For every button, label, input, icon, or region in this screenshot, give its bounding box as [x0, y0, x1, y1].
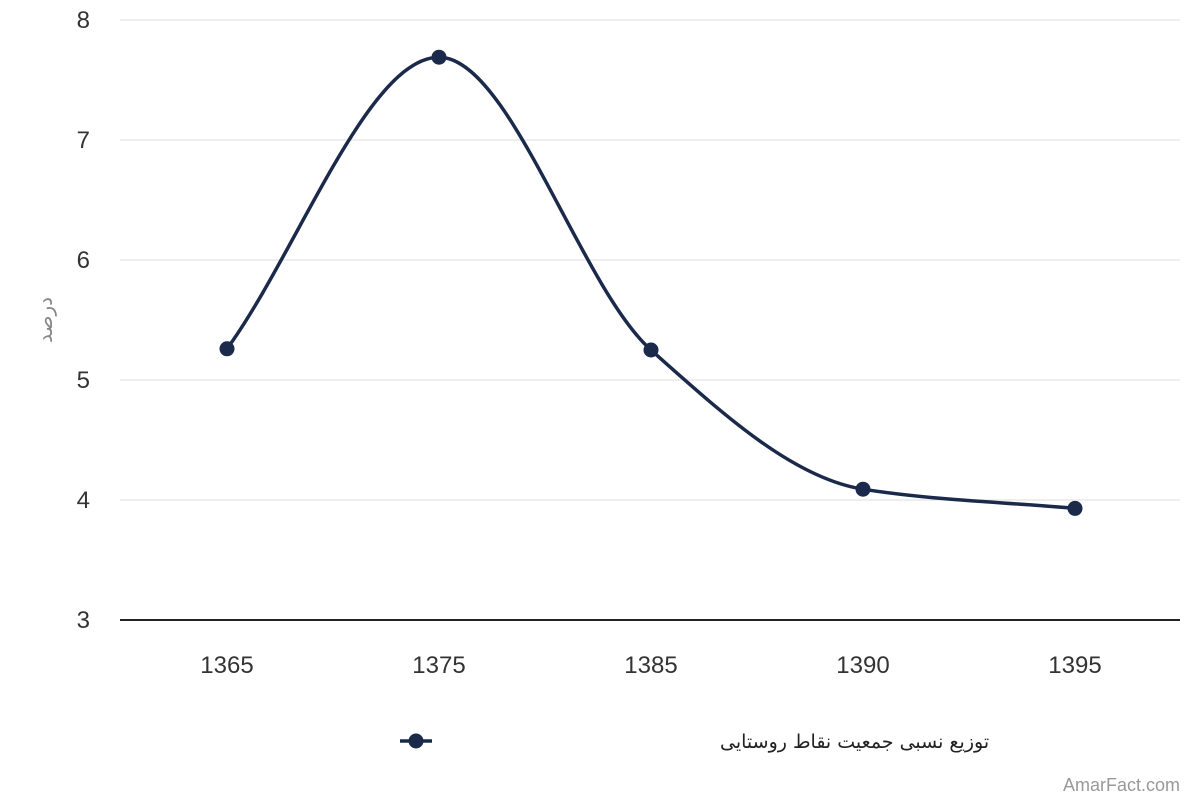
y-tick-label: 3	[77, 607, 90, 634]
grid-lines	[120, 19, 1180, 501]
data-point[interactable]	[855, 481, 871, 497]
x-tick-label: 1375	[412, 652, 465, 679]
series-points	[219, 49, 1083, 516]
y-tick-label: 4	[77, 487, 90, 514]
x-tick-label: 1365	[200, 652, 253, 679]
data-point[interactable]	[1067, 500, 1083, 516]
legend-marker-dot	[408, 733, 424, 749]
x-tick-label: 1385	[624, 652, 677, 679]
y-tick-labels: 3 4 5 6 7 8	[77, 7, 90, 634]
y-tick-label: 7	[77, 127, 90, 154]
legend[interactable]: توزیع نسبی جمعیت نقاط روستایی	[400, 731, 989, 753]
watermark: AmarFact.com	[1063, 775, 1180, 795]
y-tick-label: 5	[77, 367, 90, 394]
y-tick-label: 6	[77, 247, 90, 274]
data-point[interactable]	[431, 49, 447, 65]
series-line	[225, 55, 1076, 511]
x-tick-labels: 1365 1375 1385 1390 1395	[200, 652, 1101, 679]
x-tick-label: 1395	[1048, 652, 1101, 679]
data-point[interactable]	[219, 341, 235, 357]
x-tick-label: 1390	[836, 652, 889, 679]
legend-label: توزیع نسبی جمعیت نقاط روستایی	[720, 731, 989, 753]
data-point[interactable]	[643, 342, 659, 358]
y-axis-label: درصد	[33, 297, 57, 343]
y-tick-label: 8	[77, 7, 90, 34]
